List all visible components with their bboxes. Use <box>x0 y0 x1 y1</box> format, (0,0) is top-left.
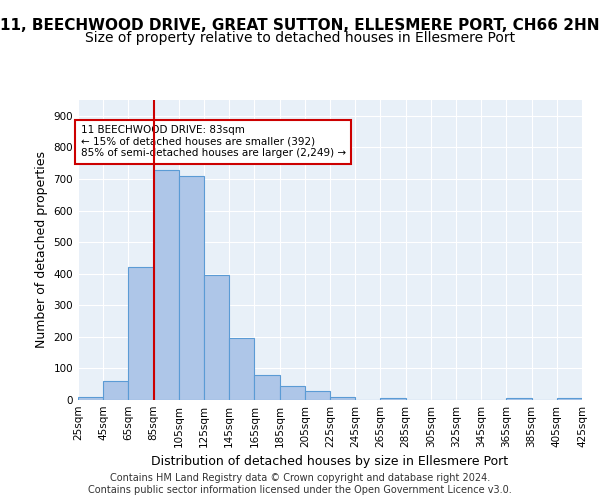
Bar <box>179 176 204 400</box>
Bar <box>154 170 179 400</box>
Text: 11 BEECHWOOD DRIVE: 83sqm
← 15% of detached houses are smaller (392)
85% of semi: 11 BEECHWOOD DRIVE: 83sqm ← 15% of detac… <box>80 126 346 158</box>
Text: Contains HM Land Registry data © Crown copyright and database right 2024.
Contai: Contains HM Land Registry data © Crown c… <box>88 474 512 495</box>
Bar <box>254 376 280 400</box>
Bar <box>78 396 103 400</box>
Text: 11, BEECHWOOD DRIVE, GREAT SUTTON, ELLESMERE PORT, CH66 2HN: 11, BEECHWOOD DRIVE, GREAT SUTTON, ELLES… <box>0 18 600 32</box>
Y-axis label: Number of detached properties: Number of detached properties <box>35 152 48 348</box>
Bar <box>305 390 330 400</box>
Bar <box>330 396 355 400</box>
Text: Size of property relative to detached houses in Ellesmere Port: Size of property relative to detached ho… <box>85 31 515 45</box>
Bar <box>506 398 532 400</box>
Bar <box>128 266 154 400</box>
Bar <box>280 386 305 400</box>
Bar <box>204 275 229 400</box>
Bar <box>557 398 582 400</box>
Bar <box>229 338 254 400</box>
Bar <box>380 398 406 400</box>
X-axis label: Distribution of detached houses by size in Ellesmere Port: Distribution of detached houses by size … <box>151 456 509 468</box>
Bar <box>103 381 128 400</box>
